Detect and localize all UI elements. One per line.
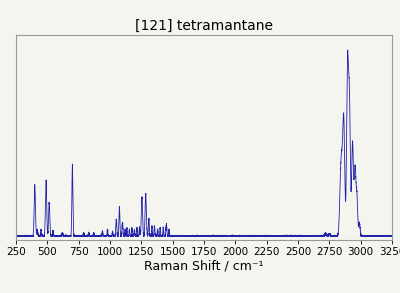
X-axis label: Raman Shift / cm⁻¹: Raman Shift / cm⁻¹: [144, 260, 264, 273]
Title: [121] tetramantane: [121] tetramantane: [135, 18, 273, 33]
